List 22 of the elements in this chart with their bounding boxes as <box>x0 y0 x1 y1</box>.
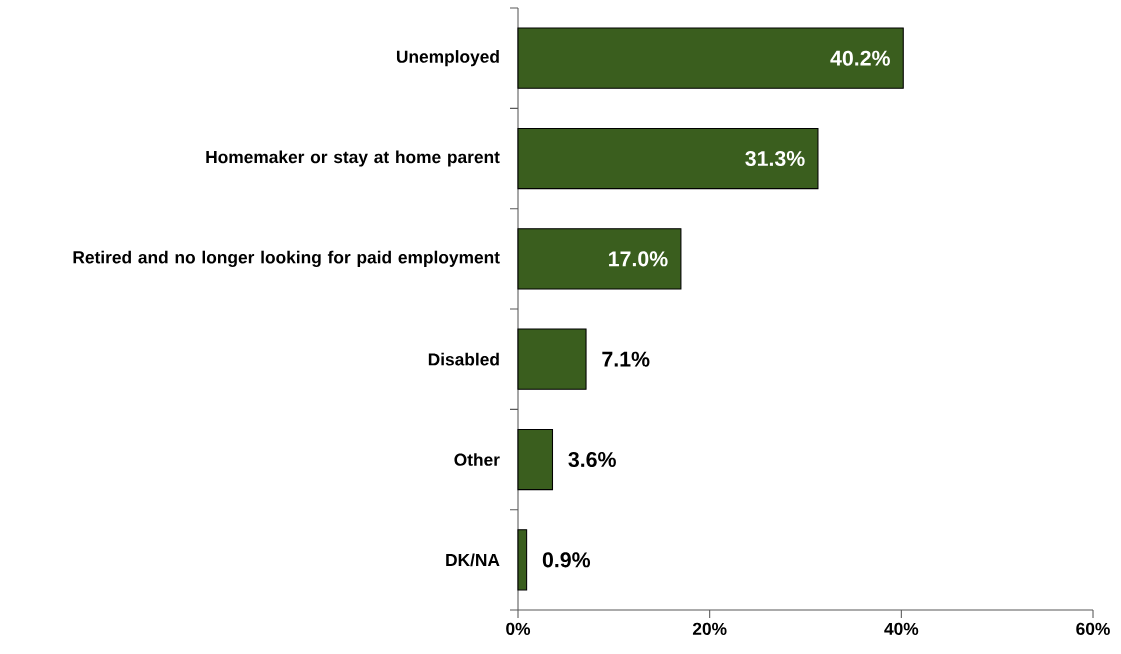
bar <box>517 127 819 190</box>
bar <box>517 27 904 89</box>
y-tick-label: Homemaker or stay at home parent <box>206 150 500 167</box>
data-label: 0.9% <box>542 552 591 568</box>
y-tick-label: Other <box>454 453 500 466</box>
x-tick-label: 20% <box>692 622 727 635</box>
y-tick-label: DK/NA <box>446 553 500 567</box>
data-label: 40.2% <box>830 50 890 66</box>
data-label: 3.6% <box>568 451 616 468</box>
y-tick-label: Retired and no longer looking for paid employment <box>73 250 500 267</box>
x-tick-label: 0% <box>506 622 531 635</box>
x-tick-label: 60% <box>1076 622 1110 635</box>
x-tick-label: 40% <box>884 622 919 635</box>
y-tick-label: Disabled <box>428 352 499 366</box>
bar <box>517 428 554 491</box>
data-label: 17.0% <box>609 251 668 267</box>
data-label: 7.1% <box>602 351 650 367</box>
y-tick-label: Unemployed <box>396 50 499 67</box>
bar <box>517 529 528 591</box>
bar <box>517 328 587 390</box>
bar <box>517 228 682 290</box>
data-label: 31.3% <box>745 150 805 167</box>
